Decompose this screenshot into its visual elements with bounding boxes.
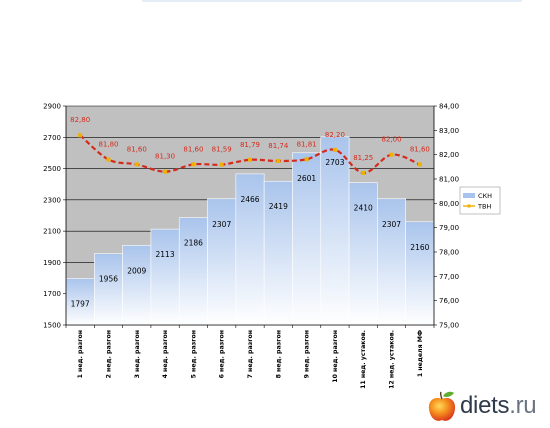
line-point-marker [163, 169, 168, 174]
bar [122, 245, 152, 326]
bar [178, 217, 208, 326]
right-axis-tick-label: 76,00 [439, 297, 459, 305]
line-point-marker [417, 162, 422, 167]
line-value-label: 81,60 [183, 145, 203, 153]
line-point-marker [78, 133, 83, 138]
line-point-marker [191, 162, 196, 167]
line-point-marker [389, 152, 394, 157]
right-axis-tick-label: 83,00 [439, 127, 459, 135]
bar [150, 228, 180, 326]
category-label: 7 нед. разгон [247, 330, 254, 378]
category-label: 1 неделя МФ [417, 330, 424, 377]
left-axis-tick-label: 2500 [43, 165, 61, 173]
bar-value-label: 2703 [325, 158, 344, 167]
bar [207, 198, 237, 326]
line-value-label: 81,80 [98, 141, 118, 149]
legend-label-skn: СКН [478, 192, 492, 200]
line-point-marker [248, 157, 252, 162]
bar-value-label: 2601 [297, 174, 316, 183]
watermark-tld: .ru [509, 392, 537, 419]
line-point-marker [332, 147, 337, 152]
legend-box [459, 186, 501, 215]
left-axis-tick-label: 1700 [43, 290, 61, 298]
category-label: 3 нед. разгон [134, 330, 141, 378]
combo-chart: 1797 1956 2009 2113 2186 2307 2466 2419 2601 2703… [43, 103, 501, 389]
category-label: 1 нед. разгон [77, 330, 84, 378]
bar-value-label: 2307 [212, 220, 231, 229]
watermark-brand: diets [460, 392, 510, 419]
line-value-label: 81,79 [240, 141, 260, 149]
bar-value-label: 2466 [240, 195, 259, 204]
category-label: 6 нед. разгон [219, 330, 226, 378]
right-axis-tick-label: 80,00 [439, 200, 459, 208]
right-axis-tick-label: 84,00 [439, 103, 459, 111]
category-label: 9 нед. разгон [304, 330, 311, 378]
bar-value-label: 1797 [71, 300, 90, 309]
bar [320, 136, 350, 326]
line-value-label: 81,59 [212, 146, 232, 154]
category-label: 5 нед. разгон [190, 330, 197, 378]
line-value-label: 81,74 [268, 142, 289, 150]
bar-value-label: 1956 [99, 275, 118, 284]
category-label: 2 нед. разгон [105, 330, 112, 378]
line-point-marker [276, 158, 281, 163]
bar [405, 221, 435, 326]
category-label: 4 нед. разгон [162, 330, 169, 378]
left-axis-tick-label: 1900 [43, 259, 61, 267]
bar-value-label: 2419 [269, 202, 288, 211]
line-value-label: 81,30 [155, 153, 175, 161]
right-axis-tick-label: 82,00 [439, 151, 459, 159]
left-axis-tick-label: 2100 [43, 228, 61, 236]
bar [94, 253, 123, 326]
category-label: 10 нед. разгон [332, 330, 339, 383]
bar [235, 173, 265, 326]
right-axis-tick-label: 75,00 [439, 322, 459, 330]
line-value-label: 81,81 [297, 140, 317, 148]
line-point-marker [106, 157, 111, 162]
bar-value-label: 2160 [410, 243, 429, 252]
legend-label-tvn: ТВН [477, 203, 491, 211]
bar-value-label: 2186 [184, 239, 203, 248]
bar [65, 278, 95, 326]
bar-value-label: 2009 [127, 266, 146, 275]
diets-ru-watermark: diets.ru [426, 390, 548, 424]
legend-swatch-skn [463, 193, 475, 198]
right-axis-tick-label: 79,00 [439, 224, 459, 232]
line-value-label: 82,00 [382, 136, 402, 144]
bar-value-label: 2307 [382, 220, 401, 229]
left-axis-tick-label: 1500 [43, 322, 61, 330]
right-axis-tick-label: 77,00 [439, 273, 459, 281]
right-axis-tick-label: 78,00 [439, 249, 459, 257]
line-value-label: 81,25 [353, 154, 373, 162]
line-value-label: 81,60 [127, 145, 147, 153]
line-value-label: 82,80 [70, 116, 90, 124]
apple-logo-icon [428, 391, 456, 421]
watermark-text: diets.ru [460, 392, 537, 420]
line-point-marker [304, 157, 309, 162]
top-border-strip [142, 0, 522, 2]
category-label: 12 нед. устаков. [389, 330, 396, 389]
line-value-label: 81,60 [410, 145, 430, 153]
right-axis-tick-label: 81,00 [439, 176, 459, 184]
bar [263, 180, 293, 326]
left-axis-tick-label: 2700 [43, 134, 61, 142]
bar [292, 152, 322, 326]
line-point-marker [219, 162, 224, 167]
bar [377, 198, 406, 326]
line-value-label: 82,20 [325, 131, 345, 139]
line-point-marker [361, 170, 366, 175]
legend-marker-tvn [467, 204, 471, 208]
bar-value-label: 2410 [354, 204, 373, 213]
left-axis-tick-label: 2900 [43, 103, 61, 111]
line-point-marker [134, 162, 139, 167]
category-label: 8 нед. разгон [275, 330, 282, 378]
left-axis-tick-label: 2300 [43, 196, 61, 204]
category-label: 11 нед. устаков. [360, 330, 367, 389]
bar-value-label: 2113 [156, 250, 175, 259]
